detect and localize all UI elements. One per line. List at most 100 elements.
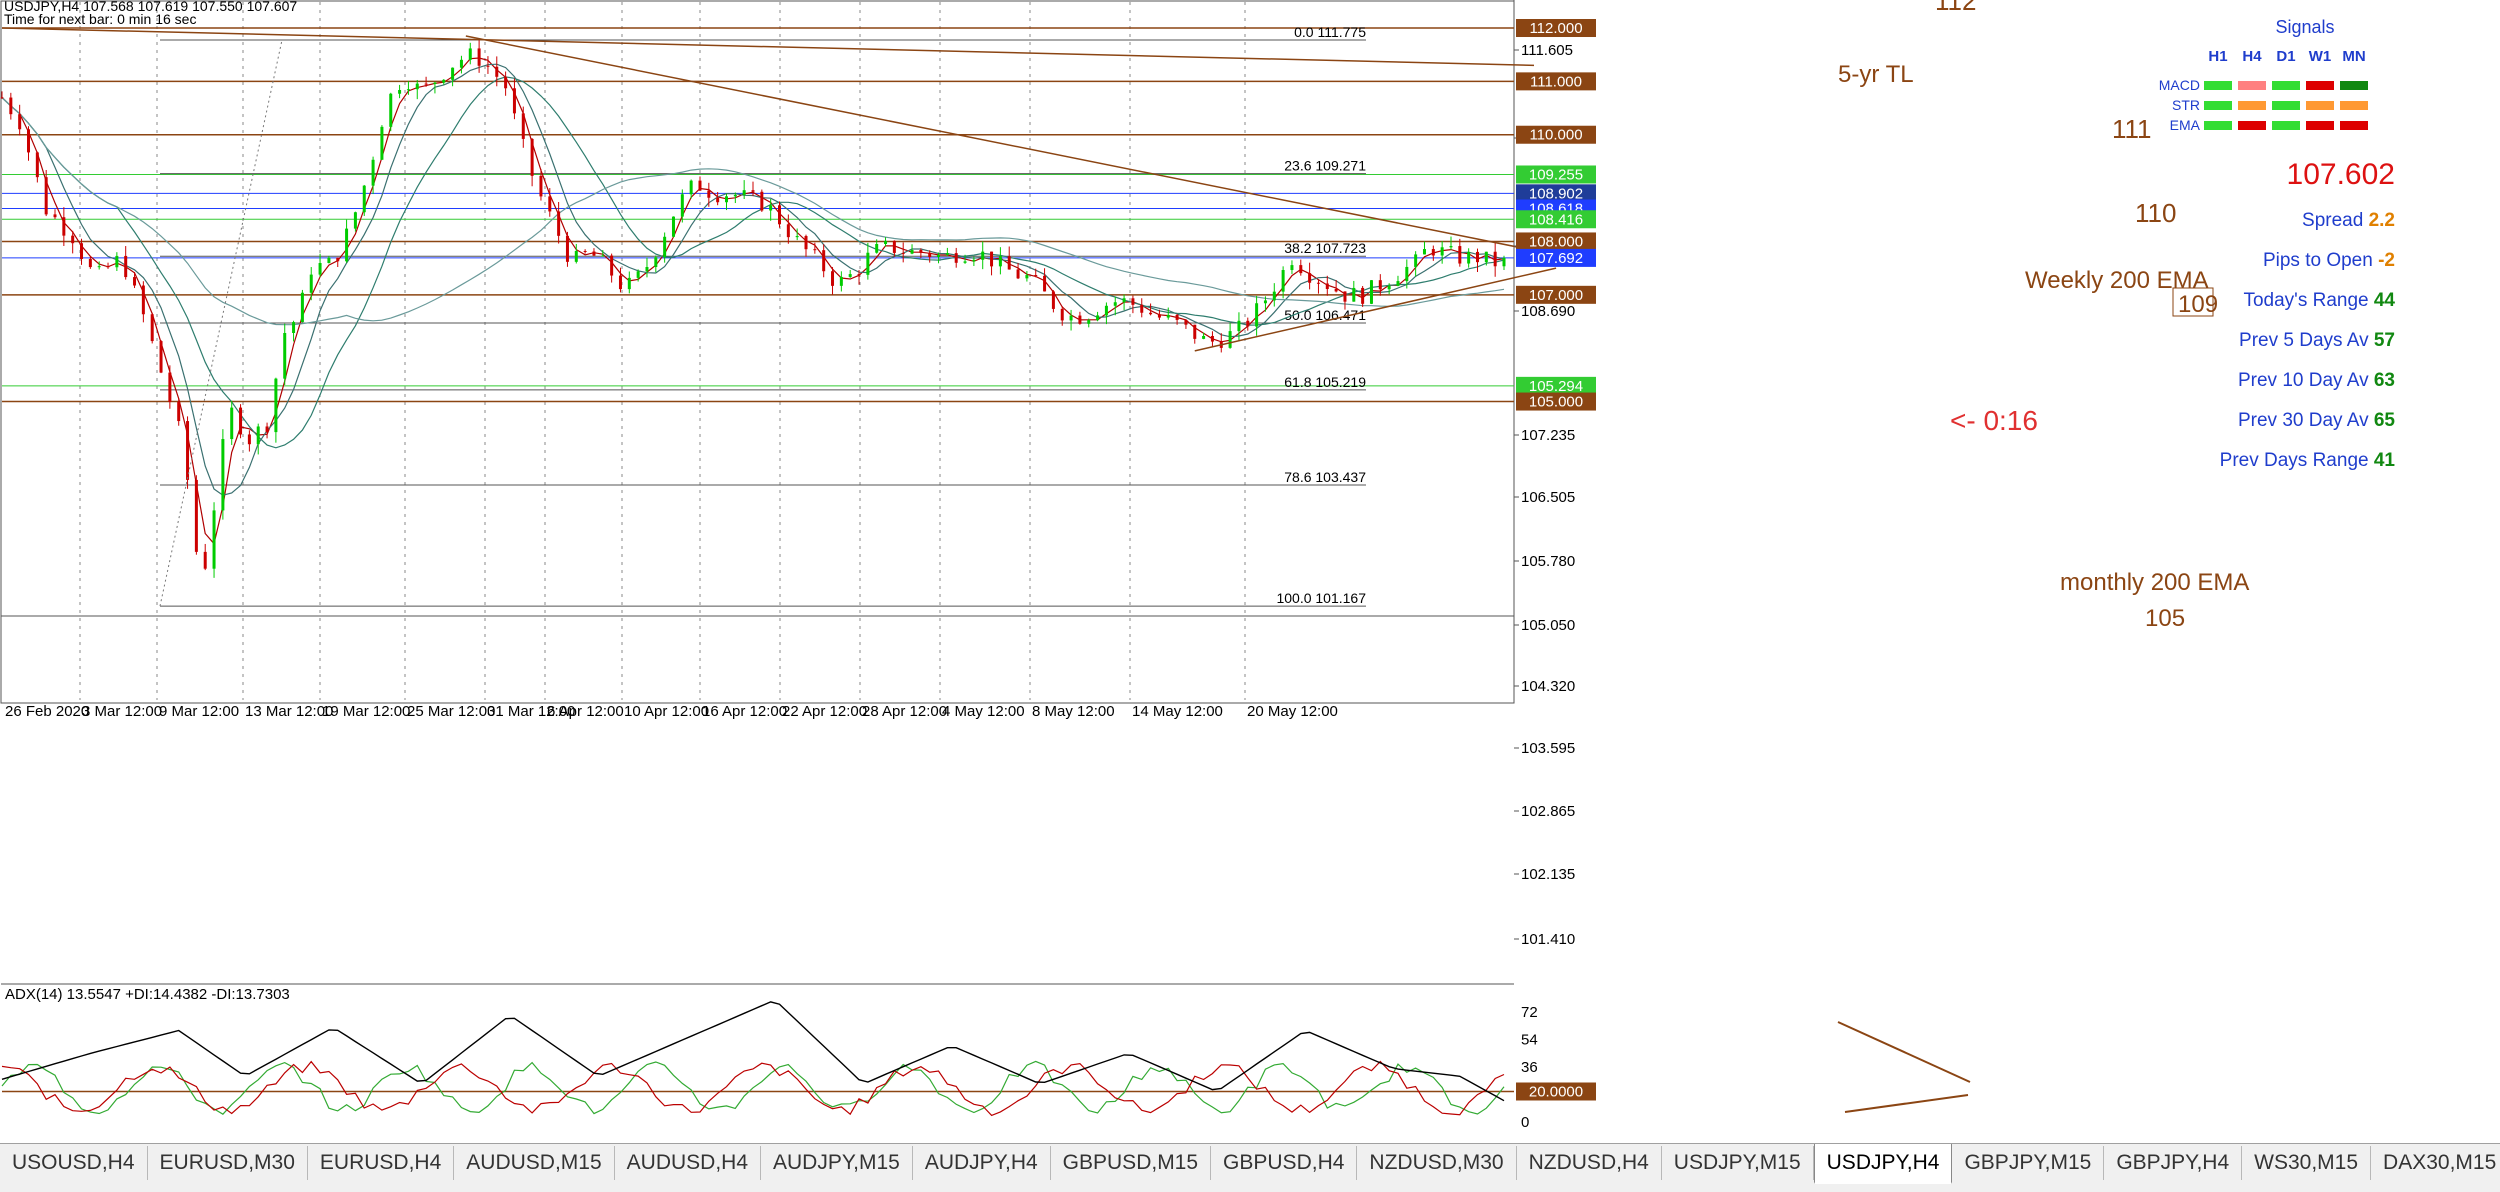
symbol-tab[interactable]: DAX30,M15 (2371, 1146, 2500, 1180)
candle-body (760, 191, 764, 211)
indicator-label: ADX(14) 13.5547 +DI:14.4382 -DI:13.7303 (5, 986, 290, 1003)
indicator-tick: 72 (1521, 1004, 1538, 1021)
candle-body (698, 180, 702, 191)
candle-body (159, 341, 163, 373)
symbol-tab[interactable]: GBPUSD,H4 (1211, 1146, 1358, 1180)
symbol-tab[interactable]: AUDJPY,M15 (761, 1146, 913, 1180)
candle-body (292, 322, 296, 333)
candle-body (97, 266, 101, 268)
adx-level-badge (1516, 1082, 1596, 1101)
candle-body (1405, 266, 1409, 282)
signal-light (2238, 81, 2266, 90)
candle-body (831, 271, 835, 286)
price-badge (1516, 184, 1596, 203)
price-badge (1516, 285, 1596, 304)
candle-body (35, 152, 39, 178)
symbol-tab[interactable]: AUDJPY,H4 (913, 1146, 1051, 1180)
symbol-tab[interactable]: AUDUSD,M15 (454, 1146, 615, 1180)
candle-body (44, 177, 48, 215)
candle-body (919, 249, 923, 253)
trendline (1194, 267, 1557, 352)
candle-body (415, 83, 419, 90)
candle-body (133, 277, 137, 286)
candle-body (1228, 331, 1232, 348)
fib-level-label: 61.8 105.219 (1284, 374, 1366, 390)
signal-light (2340, 81, 2368, 90)
candle-body (362, 185, 366, 213)
symbol-tab[interactable]: NZDUSD,H4 (1517, 1146, 1662, 1180)
stat-value: 41 (2374, 450, 2396, 471)
fib-level-label: 78.6 103.437 (1284, 469, 1366, 485)
candle-body (945, 253, 949, 255)
candle-body (203, 551, 207, 569)
symbol-tab[interactable]: USOUSD,H4 (0, 1146, 148, 1180)
symbol-tab[interactable]: GBPJPY,H4 (2104, 1146, 2243, 1180)
candle-body (707, 190, 711, 198)
candle-body (18, 114, 22, 130)
fib-anchor-line (159, 39, 283, 607)
symbol-tab[interactable]: EURUSD,M30 (148, 1146, 308, 1180)
candle-body (424, 83, 428, 85)
candle-body (901, 252, 905, 254)
stat-label: Prev 10 Day Av (2238, 370, 2374, 391)
candle-body (1096, 315, 1100, 321)
stat-item: Prev 30 Day Av 65 (2238, 410, 2395, 431)
level-110-label: 110 (2135, 198, 2176, 228)
time-label: 22 Apr 12:00 (782, 703, 867, 720)
adx-falling-trendline (1837, 1021, 1971, 1083)
price-badge-label: 110.000 (1529, 127, 1582, 144)
candle-body (442, 79, 446, 83)
candle-body (1316, 282, 1320, 284)
stat-value: 63 (2374, 370, 2395, 391)
time-label: 20 May 12:00 (1247, 703, 1338, 720)
stat-value: 65 (2374, 410, 2396, 431)
symbol-tab[interactable]: AUDUSD,H4 (615, 1146, 761, 1180)
stat-item: Pips to Open -2 (2263, 250, 2395, 271)
five-yr-tl-label: 5-yr TL (1838, 61, 1914, 88)
candle-body (1467, 251, 1471, 264)
symbol-tab[interactable]: GBPJPY,M15 (1952, 1146, 2105, 1180)
candle-body (451, 67, 455, 80)
price-badge (1516, 19, 1596, 38)
candle-body (981, 251, 985, 260)
candle-body (1184, 319, 1188, 325)
candle-body (1087, 320, 1091, 324)
symbol-tab[interactable]: GBPUSD,M15 (1051, 1146, 1212, 1180)
candle-body (1396, 281, 1400, 286)
candle-body (1308, 273, 1312, 283)
candle-body (1440, 247, 1444, 256)
candle-body (265, 426, 269, 433)
candle-body (141, 285, 145, 315)
price-tick-label: 102.865 (1521, 803, 1575, 820)
symbol-tab[interactable]: USDJPY,H4 (1813, 1144, 1953, 1184)
signal-timeframe: D1 (2276, 48, 2295, 65)
symbol-tab[interactable]: EURUSD,H4 (308, 1146, 455, 1180)
candle-body (1210, 335, 1214, 342)
symbol-tab[interactable]: USDJPY,M15 (1662, 1146, 1814, 1180)
stat-item: Prev Days Range 41 (2220, 450, 2396, 471)
candle-body (892, 240, 896, 253)
candle-body (71, 235, 75, 244)
candle-body (53, 214, 57, 218)
candle-body (610, 255, 614, 276)
adx-rising-trendline (1844, 1094, 1969, 1113)
price-tick-label: 105.050 (1521, 617, 1575, 634)
ema-long (1, 97, 1505, 326)
stat-label: Prev 5 Days Av (2239, 330, 2374, 351)
symbol-info: USDJPY,H4 107.568 107.619 107.550 107.60… (4, 0, 298, 14)
signal-light (2340, 101, 2368, 110)
trendlines[interactable] (1, 27, 1557, 607)
symbol-tab[interactable]: WS30,M15 (2242, 1146, 2372, 1180)
price-tick-label: 108.690 (1521, 303, 1575, 320)
price-badge-label: 108.902 (1529, 185, 1583, 202)
candle-body (1387, 285, 1391, 290)
symbol-tab[interactable]: NZDUSD,M30 (1357, 1146, 1517, 1180)
signal-timeframe: H1 (2208, 48, 2227, 65)
time-label: 4 May 12:00 (942, 703, 1025, 720)
candle-body (80, 243, 84, 260)
candle-body (1343, 291, 1347, 302)
